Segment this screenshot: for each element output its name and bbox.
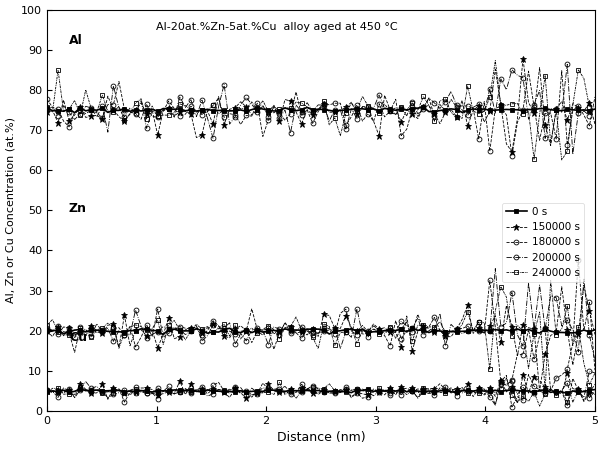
Text: Al: Al [69, 34, 83, 47]
X-axis label: Distance (nm): Distance (nm) [277, 432, 365, 445]
Text: Zn: Zn [69, 202, 87, 215]
Text: Cu: Cu [69, 331, 87, 344]
Y-axis label: Al, Zn or Cu Concentration (at.%): Al, Zn or Cu Concentration (at.%) [5, 117, 16, 303]
Legend: 0 s, 150000 s, 180000 s, 200000 s, 240000 s: 0 s, 150000 s, 180000 s, 200000 s, 24000… [502, 203, 584, 282]
Text: Al-20at.%Zn-5at.%Cu  alloy aged at 450 °C: Al-20at.%Zn-5at.%Cu alloy aged at 450 °C [156, 22, 398, 32]
